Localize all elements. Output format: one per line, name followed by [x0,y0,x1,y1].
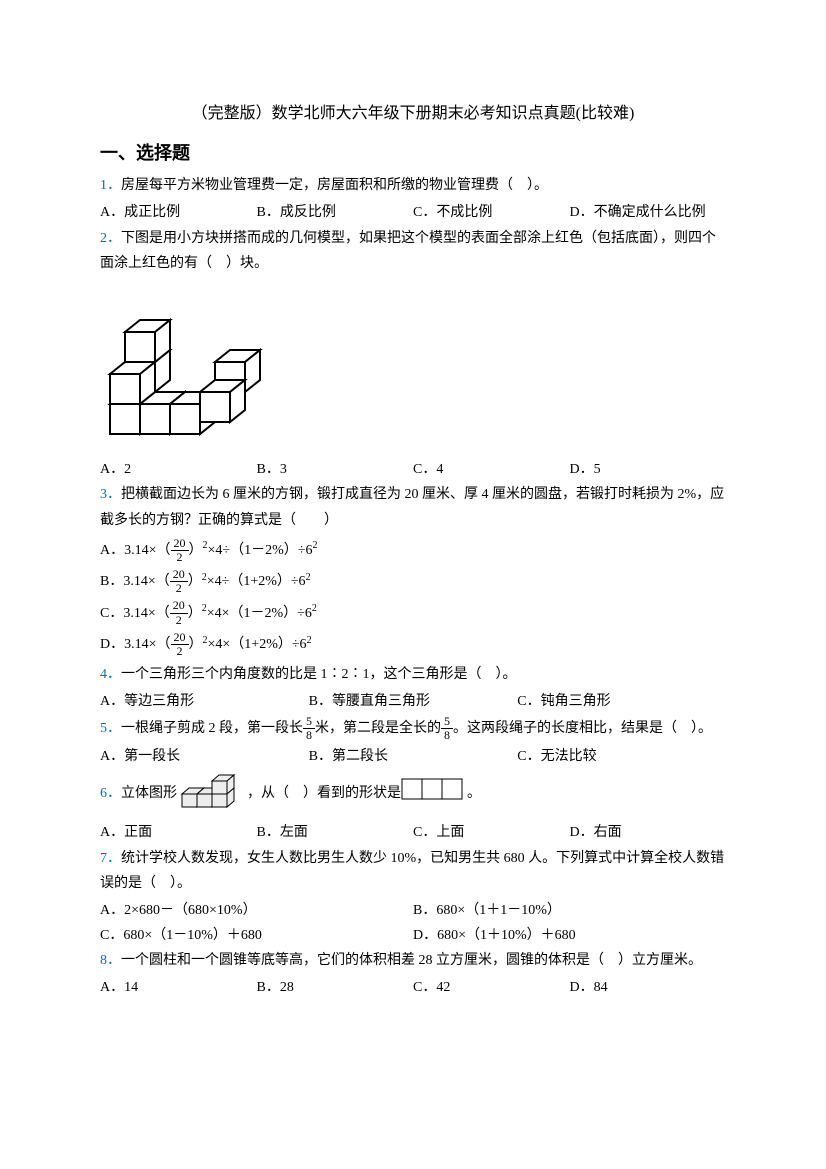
q8-num: 8． [100,953,121,968]
q6-num: 6． [100,781,121,806]
q7-opt-c: C．680×（1－10%）＋680 [100,923,413,948]
q3-c-post: ×4×（1－2%）÷6 [207,601,312,626]
q3-c-pre: C．3.14× [100,601,156,626]
q7-opt-b: B．680×（1＋1－10%） [413,898,726,923]
q8-opt-c: C．42 [413,975,570,1000]
q3-frac-den-b: 2 [170,582,188,595]
q7-options: A．2×680－（680×10%） B．680×（1＋1－10%） C．680×… [100,898,726,948]
q1-opt-d: D．不确定成什么比例 [570,200,727,225]
q5-num: 5． [100,720,121,735]
q3-frac-den-c: 2 [170,614,188,627]
q6-solid-figure [177,769,247,818]
q3-exp-b: 2 [202,569,207,587]
doc-title: （完整版）数学北师大六年级下册期末必考知识点真题(比较难) [100,100,726,129]
q4-text: 一个三角形三个内角度数的比是 1∶2∶1，这个三角形是（ ）。 [121,667,517,682]
q6-options: A．正面 B．左面 C．上面 D．右面 [100,820,726,845]
question-7: 7．统计学校人数发现，女生人数比男生人数少 10%，已知男生共 680 人。下列… [100,846,726,896]
q4-opt-c: C．钝角三角形 [517,689,726,714]
question-6: 6．立体图形 ，从（ ）看到的形状是 [100,769,726,818]
q3-frac-num-b: 20 [170,568,188,582]
q7-opt-d: D．680×（1＋10%）＋680 [413,923,726,948]
q5-text1: 一根绳子剪成 2 段，第一段长 [121,720,303,735]
q2-opt-c: C．4 [413,457,570,482]
q3-frac-num-c: 20 [170,599,188,613]
q5-text3: 。这两段绳子的长度相比，结果是（ ）。 [453,720,712,735]
q7-text: 统计学校人数发现，女生人数比男生人数少 10%，已知男生共 680 人。下列算式… [100,851,724,891]
q4-opt-a: A．等边三角形 [100,689,309,714]
q6-text2: ，从（ ）看到的形状是 [247,781,401,806]
q3-exp: 2 [203,537,208,555]
q3-exp2-d: 2 [307,632,312,650]
q1-num: 1． [100,178,121,193]
q2-text: 下图是用小方块拼搭而成的几何模型，如果把这个模型的表面全部涂上红色（包括底面），… [100,231,716,271]
q5-opt-a: A．第一段长 [100,744,309,769]
q6-flat-figure [401,778,467,809]
q3-opt-d: D．3.14× （202）2 ×4×（1+2%）÷62 [100,631,726,658]
q4-options: A．等边三角形 B．等腰直角三角形 C．钝角三角形 [100,689,726,714]
q6-opt-b: B．左面 [257,820,414,845]
q3-exp-c: 2 [202,600,207,618]
q2-options: A．2 B．3 C．4 D．5 [100,457,726,482]
q5-opt-b: B．第二段长 [309,744,518,769]
q6-text3: 。 [467,781,481,806]
q3-a-pre: A．3.14× [100,538,157,563]
q1-opt-b: B．成反比例 [257,200,414,225]
q5-frac-den1: 8 [303,729,315,742]
q3-frac-den: 2 [171,551,189,564]
question-4: 4．一个三角形三个内角度数的比是 1∶2∶1，这个三角形是（ ）。 [100,662,726,687]
q6-opt-d: D．右面 [570,820,727,845]
q2-num: 2． [100,231,121,246]
q3-exp-d: 2 [203,632,208,650]
q3-num: 3． [100,487,121,502]
q3-exp2: 2 [312,537,317,555]
q3-exp2-b: 2 [306,569,311,587]
question-1: 1．房屋每平方米物业管理费一定，房屋面积和所缴的物业管理费（ ）。 [100,173,726,198]
q6-text1: 立体图形 [121,781,177,806]
question-5: 5．一根绳子剪成 2 段，第一段长58米，第二段是全长的58。这两段绳子的长度相… [100,715,726,742]
q3-opt-b: B．3.14× （202）2 ×4÷（1+2%）÷62 [100,568,726,595]
q3-b-post: ×4÷（1+2%）÷6 [207,569,306,594]
q1-text: 房屋每平方米物业管理费一定，房屋面积和所缴的物业管理费（ ）。 [121,178,548,193]
q8-text: 一个圆柱和一个圆锥等底等高，它们的体积相差 28 立方厘米，圆锥的体积是（ ）立… [121,953,702,968]
q3-frac-num: 20 [171,537,189,551]
q4-opt-b: B．等腰直角三角形 [309,689,518,714]
q3-b-pre: B．3.14× [100,569,156,594]
section-heading: 一、选择题 [100,137,726,169]
q1-opt-a: A．成正比例 [100,200,257,225]
question-3: 3．把横截面边长为 6 厘米的方钢，锻打成直径为 20 厘米、厚 4 厘米的圆盘… [100,482,726,532]
question-8: 8．一个圆柱和一个圆锥等底等高，它们的体积相差 28 立方厘米，圆锥的体积是（ … [100,948,726,973]
q2-opt-d: D．5 [570,457,727,482]
q3-a-post: ×4÷（1－2%）÷6 [208,538,313,563]
q3-frac-num-d: 20 [171,631,189,645]
q7-num: 7． [100,851,121,866]
q5-text2: 米，第二段是全长的 [315,720,441,735]
q8-opt-a: A．14 [100,975,257,1000]
q4-num: 4． [100,667,121,682]
q5-opt-c: C．无法比较 [517,744,726,769]
q3-d-post: ×4×（1+2%）÷6 [208,632,307,657]
q3-exp2-c: 2 [312,600,317,618]
q8-opt-d: D．84 [570,975,727,1000]
q3-d-pre: D．3.14× [100,632,157,657]
q2-opt-a: A．2 [100,457,257,482]
q8-options: A．14 B．28 C．42 D．84 [100,975,726,1000]
q3-frac-den-d: 2 [171,645,189,658]
q6-opt-c: C．上面 [413,820,570,845]
q6-opt-a: A．正面 [100,820,257,845]
q1-options: A．成正比例 B．成反比例 C．不成比例 D．不确定成什么比例 [100,200,726,225]
q5-frac-num2: 5 [441,715,453,729]
q3-opt-c: C．3.14× （202）2 ×4×（1－2%）÷62 [100,599,726,626]
q2-opt-b: B．3 [257,457,414,482]
question-2: 2．下图是用小方块拼搭而成的几何模型，如果把这个模型的表面全部涂上红色（包括底面… [100,226,726,276]
q5-frac-num1: 5 [303,715,315,729]
q3-text: 把横截面边长为 6 厘米的方钢，锻打成直径为 20 厘米、厚 4 厘米的圆盘，若… [100,487,724,527]
q3-opt-a: A．3.14× （202）2 ×4÷（1－2%）÷62 [100,537,726,564]
q1-opt-c: C．不成比例 [413,200,570,225]
q2-figure [100,284,726,453]
q7-opt-a: A．2×680－（680×10%） [100,898,413,923]
q5-frac-den2: 8 [441,729,453,742]
q5-options: A．第一段长 B．第二段长 C．无法比较 [100,744,726,769]
q8-opt-b: B．28 [257,975,414,1000]
